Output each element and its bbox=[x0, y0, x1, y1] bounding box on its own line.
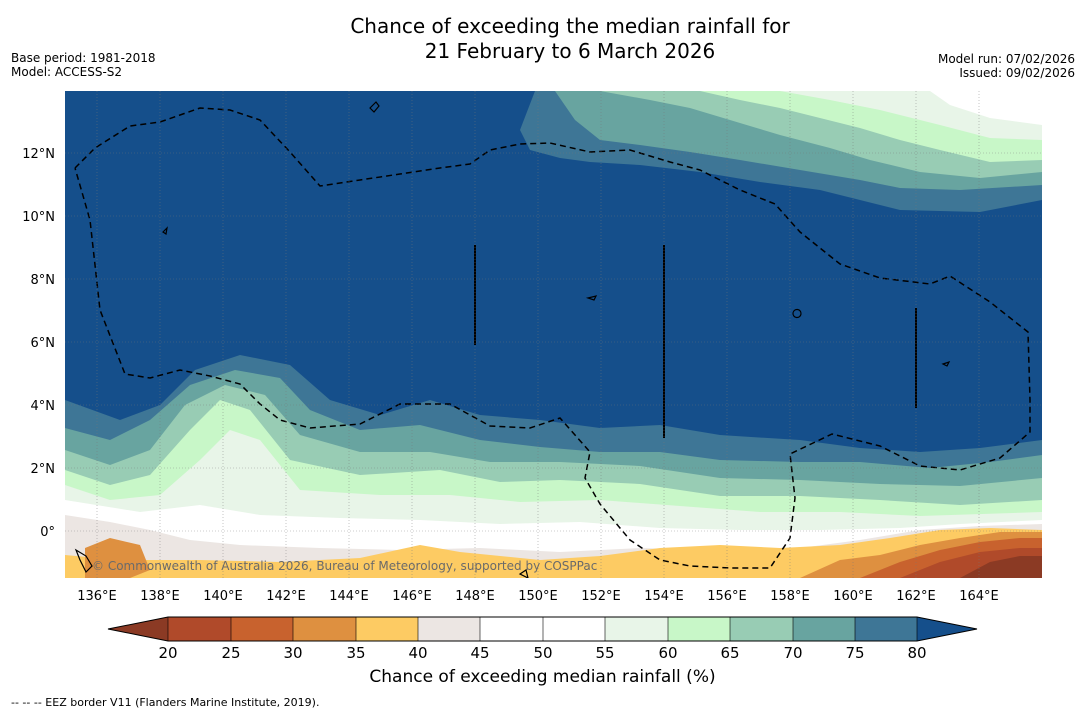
colorbar-over-arrow bbox=[917, 617, 977, 641]
colorbar-tick-label: 65 bbox=[720, 644, 739, 662]
island-outline bbox=[369, 101, 380, 113]
band-under-20 bbox=[960, 556, 1042, 578]
meta-left: Base period: 1981-2018 Model: ACCESS-S2 bbox=[11, 51, 156, 79]
colorbar-segment bbox=[356, 617, 418, 641]
copyright-watermark: © Commonwealth of Australia 2026, Bureau… bbox=[92, 559, 597, 573]
lon-tick-label: 160°E bbox=[833, 589, 873, 604]
island-outline bbox=[162, 226, 168, 236]
colorbar-segment bbox=[231, 617, 293, 641]
colorbar-tick-label: 50 bbox=[533, 644, 552, 662]
lon-tick-label: 146°E bbox=[392, 589, 432, 604]
lon-tick-label: 158°E bbox=[770, 589, 810, 604]
island-outline bbox=[74, 548, 93, 574]
colorbar-label: Chance of exceeding median rainfall (%) bbox=[369, 667, 716, 687]
colorbar-tick-label: 55 bbox=[595, 644, 614, 662]
colorbar-tick-label: 35 bbox=[346, 644, 365, 662]
grid-lines bbox=[65, 91, 1042, 578]
colorbar-tick-label: 20 bbox=[158, 644, 177, 662]
lon-tick-label: 152°E bbox=[581, 589, 621, 604]
lon-tick-label: 150°E bbox=[518, 589, 558, 604]
lon-tick-label: 140°E bbox=[203, 589, 243, 604]
lon-tick-label: 164°E bbox=[959, 589, 999, 604]
colorbar-segment bbox=[730, 617, 793, 641]
colorbar-segment bbox=[668, 617, 730, 641]
lon-tick-label: 136°E bbox=[77, 589, 117, 604]
lat-tick-label: 6°N bbox=[31, 336, 56, 351]
island-outline bbox=[518, 569, 529, 578]
colorbar-under-arrow bbox=[108, 617, 168, 641]
lon-tick-label: 148°E bbox=[455, 589, 495, 604]
colorbar-tick-label: 25 bbox=[221, 644, 240, 662]
lon-tick-label: 144°E bbox=[329, 589, 369, 604]
colorbar-tick-label: 75 bbox=[845, 644, 864, 662]
lat-tick-label: 10°N bbox=[22, 210, 55, 225]
colorbar: 20 25 30 35 40 45 50 55 60 65 70 75 80 bbox=[107, 616, 978, 662]
colorbar-segment bbox=[855, 617, 917, 641]
colorbar-segment bbox=[168, 617, 231, 641]
lon-tick-label: 138°E bbox=[140, 589, 180, 604]
base-period-text: Base period: 1981-2018 bbox=[11, 51, 156, 65]
lat-tick-label: 0° bbox=[40, 525, 55, 540]
colorbar-dividers bbox=[167, 617, 918, 641]
meta-right: Model run: 07/02/2026 Issued: 09/02/2026 bbox=[938, 52, 1075, 80]
colorbar-tick-label: 45 bbox=[470, 644, 489, 662]
colorbar-tick-label: 80 bbox=[907, 644, 926, 662]
band-35-40 bbox=[65, 528, 1042, 578]
eez-border-west bbox=[74, 107, 1031, 569]
title-line-2: 21 February to 6 March 2026 bbox=[424, 39, 716, 63]
island-outline bbox=[792, 308, 802, 319]
island-contours bbox=[74, 101, 951, 578]
issued-text: Issued: 09/02/2026 bbox=[959, 66, 1075, 80]
colorbar-segment bbox=[480, 617, 543, 641]
map-title: Chance of exceeding the median rainfall … bbox=[270, 14, 870, 64]
island-outline bbox=[941, 360, 951, 367]
lat-tick-labels: 12°N 10°N 8°N 6°N 4°N 2°N 0° bbox=[22, 147, 55, 540]
colorbar-segment bbox=[293, 617, 356, 641]
band-30-35 bbox=[85, 538, 150, 578]
model-text: Model: ACCESS-S2 bbox=[11, 65, 123, 79]
colorbar-tick-label: 40 bbox=[408, 644, 427, 662]
colorbar-tick-label: 60 bbox=[658, 644, 677, 662]
lon-tick-label: 142°E bbox=[266, 589, 306, 604]
colorbar-tick-label: 30 bbox=[283, 644, 302, 662]
model-run-text: Model run: 07/02/2026 bbox=[937, 52, 1075, 66]
rainfall-field: © Commonwealth of Australia 2026, Bureau… bbox=[65, 91, 1042, 578]
colorbar-segment bbox=[418, 617, 480, 641]
lon-tick-labels: 136°E 138°E 140°E 142°E 144°E 146°E 148°… bbox=[77, 589, 999, 604]
colorbar-segment bbox=[543, 617, 605, 641]
lat-tick-label: 2°N bbox=[31, 462, 56, 477]
eez-footnote: -- -- -- EEZ border V11 (Flanders Marine… bbox=[11, 696, 320, 709]
lon-tick-label: 154°E bbox=[644, 589, 684, 604]
lat-tick-label: 4°N bbox=[31, 399, 56, 414]
title-line-1: Chance of exceeding the median rainfall … bbox=[350, 14, 790, 38]
lat-tick-label: 8°N bbox=[31, 273, 56, 288]
lon-tick-label: 156°E bbox=[707, 589, 747, 604]
colorbar-segment bbox=[605, 617, 668, 641]
lon-tick-label: 162°E bbox=[896, 589, 936, 604]
lat-tick-label: 12°N bbox=[22, 147, 55, 162]
eez-borders bbox=[74, 107, 1031, 569]
island-outline bbox=[585, 295, 598, 301]
colorbar-tick-label: 70 bbox=[783, 644, 802, 662]
colorbar-tick-labels: 20 25 30 35 40 45 50 55 60 65 70 75 80 bbox=[158, 644, 926, 662]
colorbar-segment bbox=[793, 617, 855, 641]
band-45-55-north bbox=[930, 91, 1042, 125]
